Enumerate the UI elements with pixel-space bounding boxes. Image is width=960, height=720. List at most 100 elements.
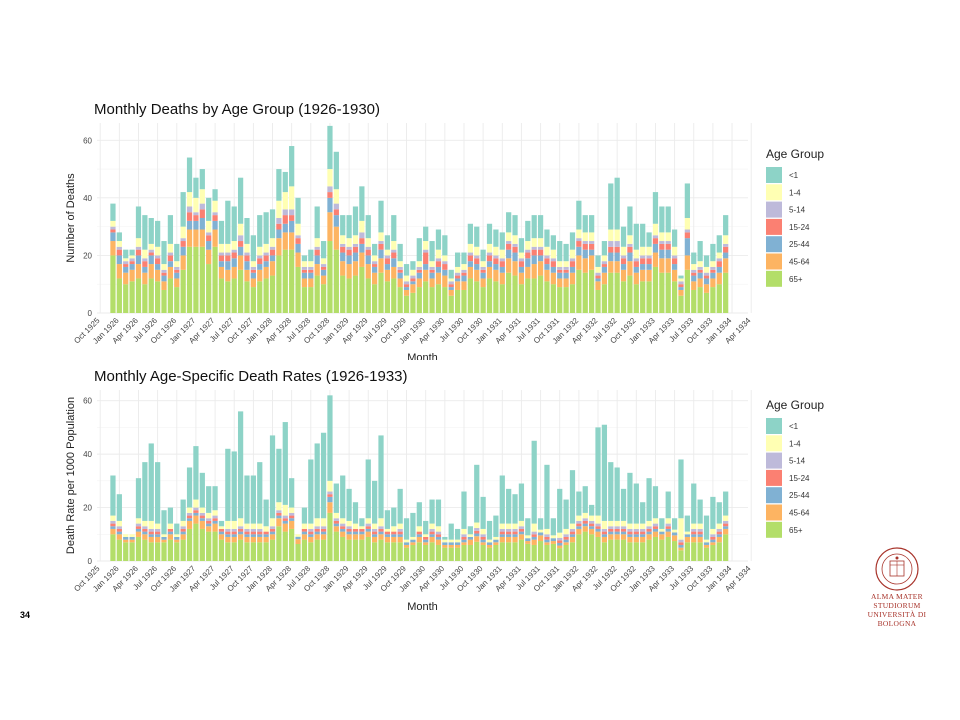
chart2-bar-segment bbox=[231, 451, 237, 521]
chart1-bar-segment bbox=[525, 258, 531, 267]
chart1-bar-segment bbox=[314, 238, 320, 247]
chart2-bar-segment bbox=[135, 526, 142, 529]
chart2-bar-segment bbox=[461, 536, 467, 540]
chart2-bar-segment bbox=[250, 531, 256, 535]
chart1-bar-segment bbox=[461, 281, 467, 290]
chart2-bar-segment bbox=[155, 531, 161, 535]
chart2-bar-segment bbox=[320, 534, 327, 540]
chart2-bar-segment bbox=[499, 528, 505, 532]
chart2-bar-segment bbox=[225, 528, 231, 532]
chart1-legend-swatch bbox=[766, 218, 782, 235]
chart1-bar-segment bbox=[320, 269, 327, 276]
chart2-bar-segment bbox=[691, 536, 697, 543]
chart1-bar-segment bbox=[282, 223, 288, 233]
chart1-bar-segment bbox=[110, 226, 116, 230]
chart2-bar-segment bbox=[467, 534, 473, 537]
chart2-bar-segment bbox=[186, 518, 193, 521]
chart1-bar-segment bbox=[161, 275, 167, 282]
chart2-bar-segment bbox=[276, 515, 282, 519]
chart1-bar-segment bbox=[410, 269, 416, 276]
chart1-legend-label: 1-4 bbox=[789, 188, 801, 197]
chart2-bar-segment bbox=[391, 531, 397, 535]
chart2-bar-segment bbox=[569, 542, 576, 561]
chart2-bar-segment bbox=[544, 536, 550, 540]
chart1-bar-segment bbox=[110, 229, 116, 233]
chart2-bar-segment bbox=[659, 528, 665, 532]
chart1-bar-segment bbox=[640, 269, 646, 282]
chart2-bar-segment bbox=[589, 520, 595, 524]
chart2-bar-segment bbox=[435, 539, 442, 545]
chart2-bar-segment bbox=[697, 523, 703, 529]
chart1-bar-segment bbox=[480, 266, 486, 270]
chart2-bar-segment bbox=[327, 494, 333, 497]
chart2-bar-segment bbox=[589, 515, 595, 521]
chart2-bar-segment bbox=[327, 502, 333, 513]
chart2-bar-segment bbox=[346, 539, 352, 561]
chart1-bar-segment bbox=[231, 249, 237, 253]
chart2-bar-segment bbox=[359, 534, 365, 540]
chart2-bar-segment bbox=[601, 528, 608, 532]
chart1-bar-segment bbox=[691, 269, 697, 273]
chart2-bar-segment bbox=[640, 523, 646, 529]
chart2-bar-segment bbox=[237, 528, 244, 532]
chart2-bar-segment bbox=[340, 526, 346, 529]
chart2-bar-segment bbox=[384, 534, 391, 537]
chart1-bar-segment bbox=[257, 215, 263, 247]
chart2-bar-segment bbox=[218, 526, 225, 529]
chart2-bar-segment bbox=[186, 512, 193, 516]
chart2-bar-segment bbox=[582, 531, 588, 561]
chart2-bar-segment bbox=[525, 538, 531, 542]
chart1-bar-segment bbox=[372, 284, 378, 313]
chart2-bar-segment bbox=[372, 523, 378, 529]
chart2-bar-segment bbox=[206, 518, 212, 521]
chart2-bar-segment bbox=[474, 528, 480, 531]
chart1-bar-segment bbox=[301, 266, 308, 270]
chart1-bar-segment bbox=[620, 258, 627, 265]
chart1-bar-segment bbox=[231, 252, 237, 259]
chart2-bar-segment bbox=[480, 536, 486, 540]
chart1-bar-segment bbox=[269, 255, 276, 262]
chart2-bar-segment bbox=[646, 534, 652, 540]
chart2-bar-segment bbox=[378, 526, 384, 529]
chart2-bar-segment bbox=[614, 531, 620, 535]
chart1-bar-segment bbox=[129, 281, 135, 313]
chart2-bar-segment bbox=[493, 542, 499, 545]
chart1-bar-segment bbox=[155, 269, 161, 282]
chart1-bar-segment bbox=[525, 220, 531, 242]
chart2-bar-segment bbox=[225, 531, 231, 535]
chart2-bar-segment bbox=[512, 528, 518, 532]
chart1-bar-segment bbox=[250, 272, 256, 279]
chart2-bar-segment bbox=[723, 523, 729, 527]
chart2-bar-segment bbox=[148, 520, 154, 529]
chart2-bar-segment bbox=[155, 462, 161, 524]
chart1-bar-segment bbox=[569, 249, 576, 259]
chart2-bar-segment bbox=[589, 523, 595, 527]
chart1-bar-segment bbox=[218, 278, 225, 313]
chart1-bar-segment bbox=[429, 287, 435, 313]
chart1-bar-segment bbox=[186, 157, 193, 193]
chart2-bar-segment bbox=[410, 539, 416, 543]
chart2-bar-segment bbox=[231, 534, 237, 537]
chart2-bar-segment bbox=[691, 531, 697, 535]
chart2-bar-segment bbox=[327, 491, 333, 495]
chart2-bar-segment bbox=[646, 531, 652, 535]
chart1-bar-segment bbox=[359, 232, 365, 239]
chart1-bar-segment bbox=[346, 246, 352, 250]
chart2-bar-segment bbox=[289, 507, 295, 513]
chart1-bar-segment bbox=[582, 243, 588, 250]
chart2-bar-segment bbox=[327, 496, 333, 503]
chart2-bar-segment bbox=[576, 528, 582, 535]
chart2-bar-segment bbox=[308, 459, 314, 524]
chart2-bar-segment bbox=[716, 536, 722, 543]
chart2-bar-segment bbox=[582, 523, 588, 527]
chart2-bar-segment bbox=[193, 512, 199, 516]
chart2-bar-segment bbox=[244, 523, 250, 529]
chart2-bar-segment bbox=[423, 536, 429, 540]
chart2-bar-segment bbox=[167, 539, 174, 561]
chart2-bar-segment bbox=[403, 539, 410, 543]
chart2-bar-segment bbox=[576, 523, 582, 527]
chart1-bar-segment bbox=[716, 284, 722, 313]
chart2-bar-segment bbox=[263, 526, 269, 532]
chart1-bar-segment bbox=[544, 246, 550, 256]
